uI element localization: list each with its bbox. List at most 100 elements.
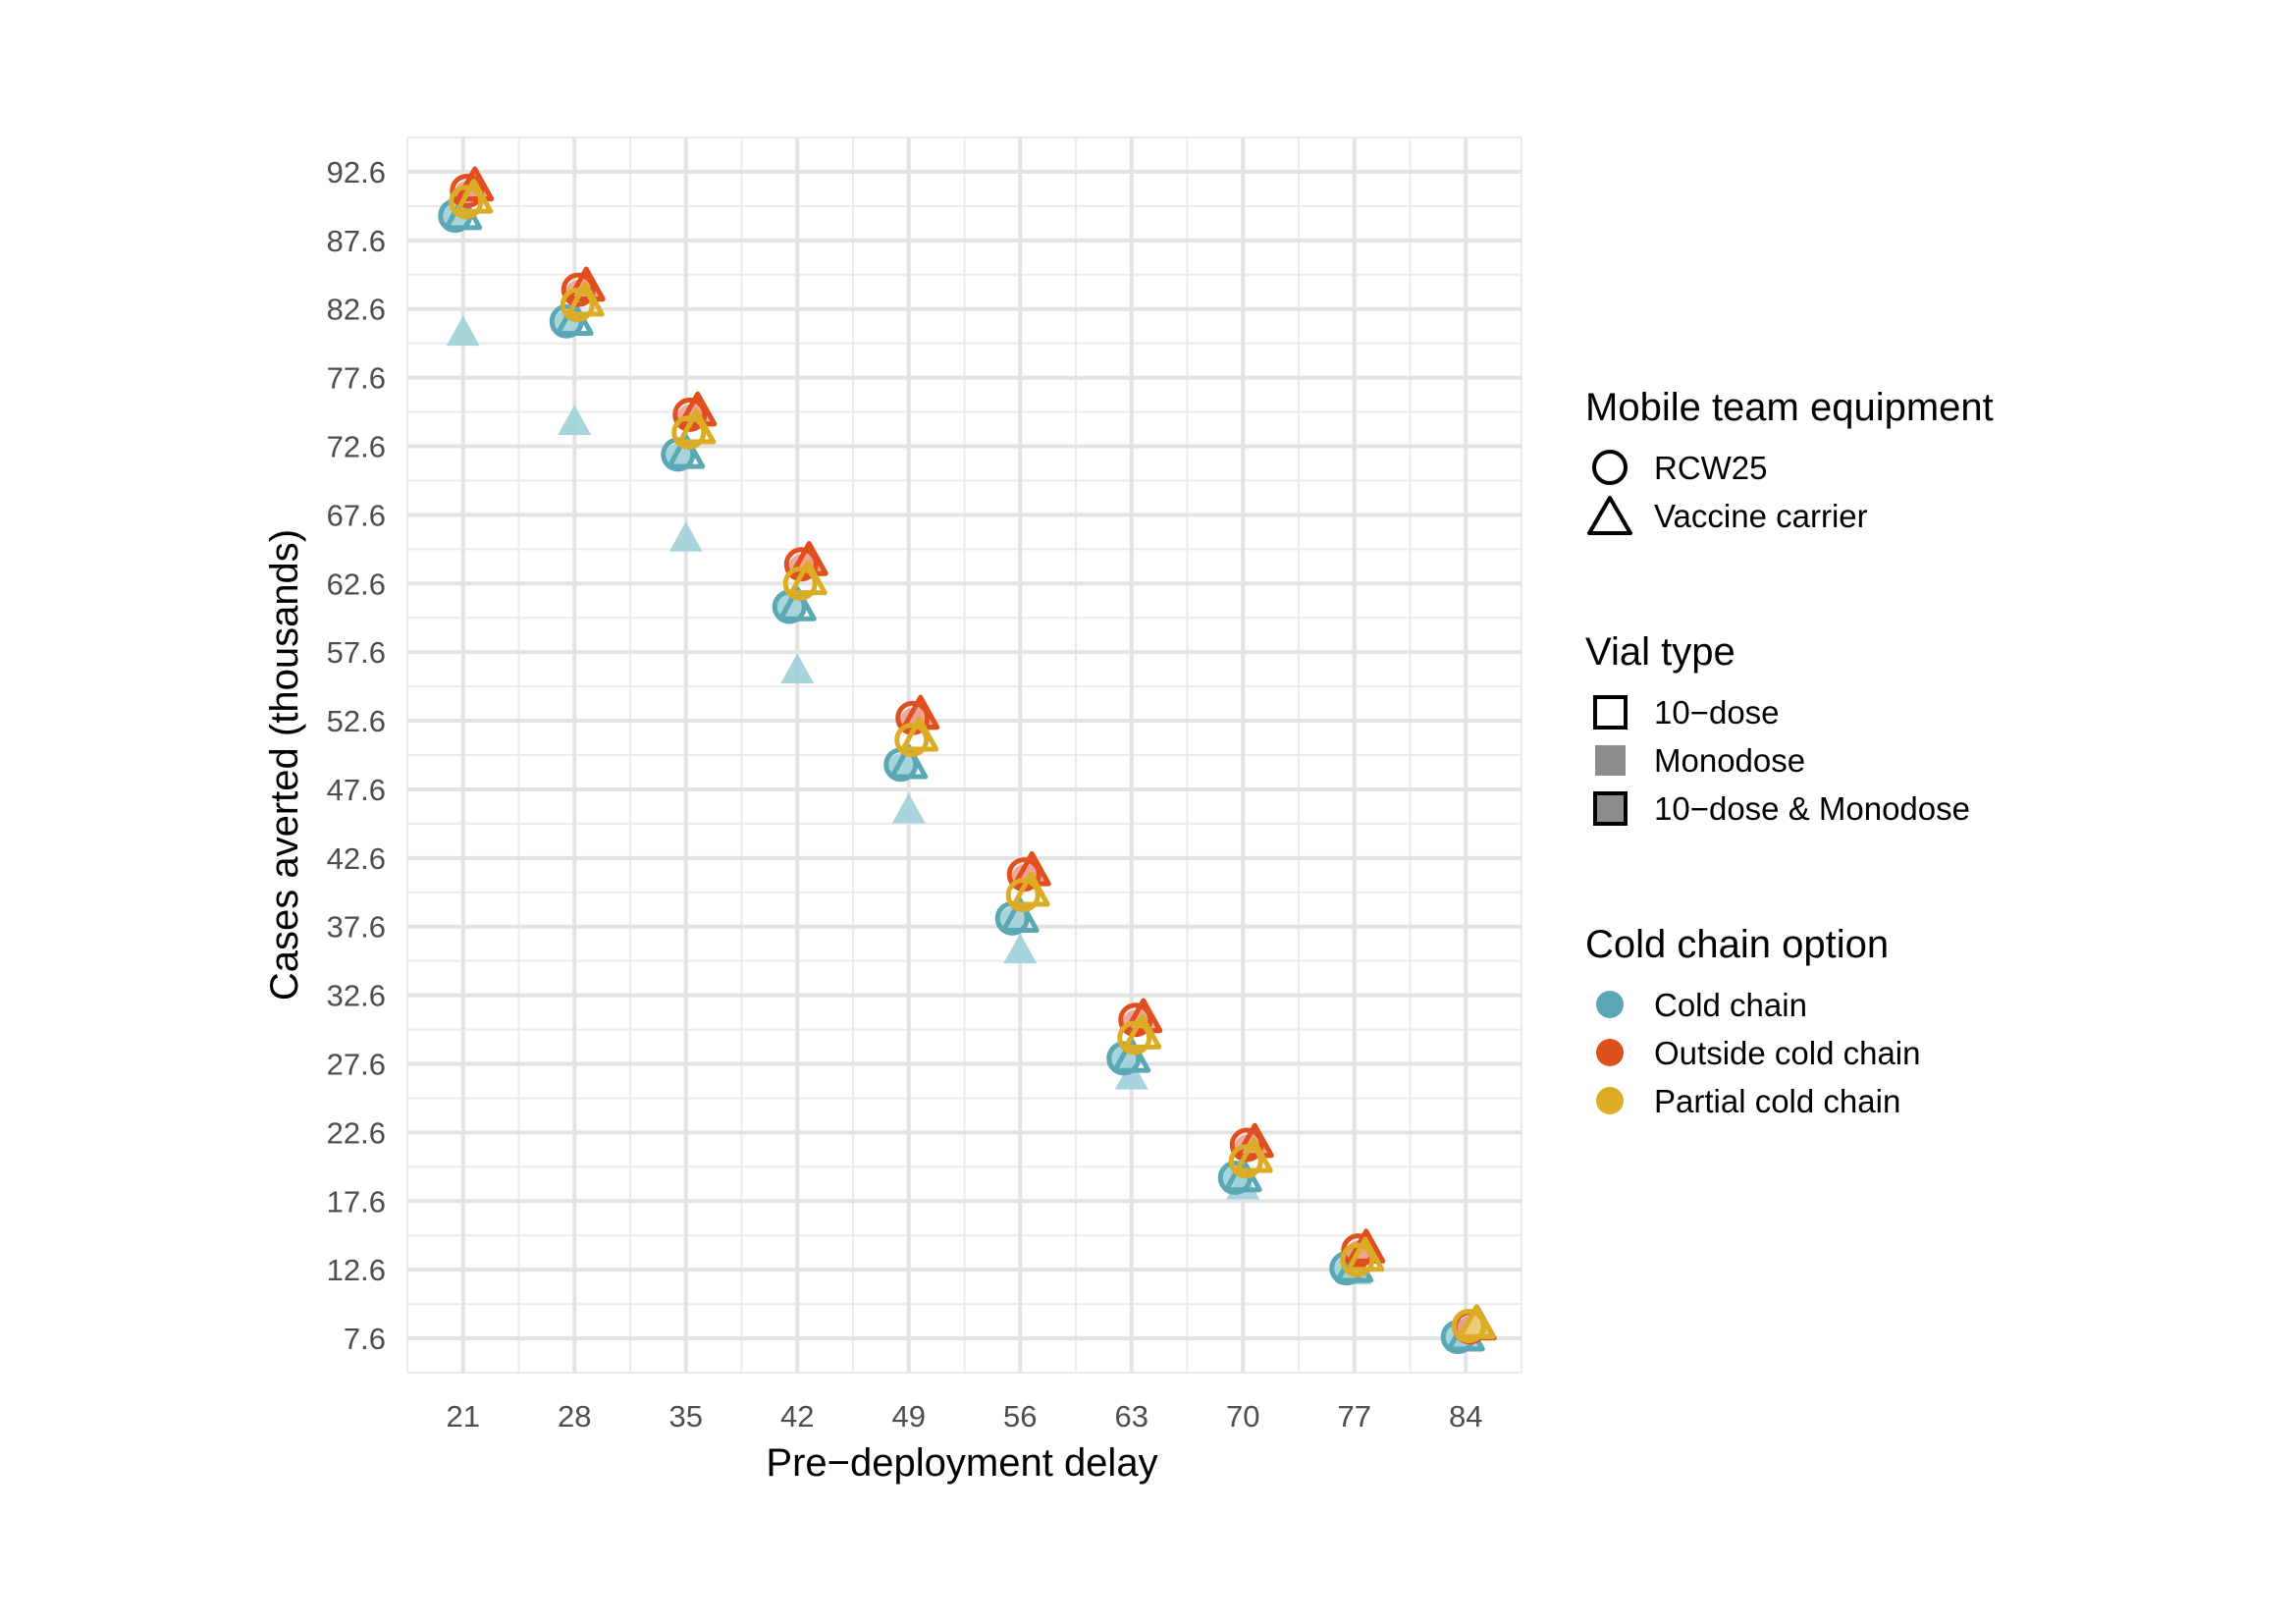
filled-square-icon — [1585, 736, 1644, 785]
y-axis-ticks: 7.6 12.6 17.6 22.6 27.6 32.6 37.6 42.6 47.6 52.6 5… — [327, 155, 386, 1356]
x-axis-ticks: 21 28 35 42 49 56 63 70 77 84 — [447, 1399, 1483, 1434]
triangle-icon — [1585, 492, 1644, 540]
point-partial-cold-chain-vaccine-carrier-10-dose — [1123, 1014, 1162, 1050]
point-outside-cold-chain-vaccine-carrier-10-dose — [455, 166, 495, 202]
point-partial-cold-chain-vaccine-carrier-10-dose — [900, 716, 939, 752]
legend-item-vaccine-carrier: Vaccine carrier — [1585, 492, 1994, 540]
legend-label: 10−dose & Monodose — [1654, 789, 1970, 827]
legend-vial: Vial type 10−dose Monodose 10−dose & Mon… — [1585, 630, 1970, 833]
point-cold-chain-vaccine-carrier-monodose — [891, 792, 926, 824]
y-tick-label: 52.6 — [327, 704, 386, 738]
point-partial-cold-chain-vaccine-carrier-10-dose — [1346, 1236, 1385, 1272]
point-cold-chain-vaccine-carrier-monodose — [1003, 933, 1038, 964]
x-tick-label: 63 — [1115, 1399, 1148, 1434]
legend-equipment-title: Mobile team equipment — [1585, 386, 1994, 429]
legend-label: Monodose — [1654, 741, 1806, 779]
legend-item-10-dose: 10−dose — [1585, 688, 1970, 736]
x-tick-label: 56 — [1003, 1399, 1037, 1434]
y-tick-label: 87.6 — [327, 224, 386, 258]
point-cold-chain-vaccine-carrier-10-dose — [1000, 897, 1040, 934]
legend-item-rcw25: RCW25 — [1585, 444, 1994, 492]
legend-label: Partial cold chain — [1654, 1082, 1901, 1119]
y-tick-label: 42.6 — [327, 841, 386, 876]
legend-item-both: 10−dose & Monodose — [1585, 785, 1970, 833]
legend-cold-chain-title: Cold chain option — [1585, 923, 1890, 966]
y-tick-label: 37.6 — [327, 910, 386, 945]
point-partial-cold-chain-vaccine-carrier-10-dose — [788, 560, 828, 596]
point-outside-cold-chain-rcw25-10-dose — [672, 397, 708, 432]
y-tick-label: 22.6 — [327, 1115, 386, 1150]
x-tick-label: 49 — [892, 1399, 926, 1434]
x-tick-label: 28 — [558, 1399, 591, 1434]
legend-item-monodose: Monodose — [1585, 736, 1970, 785]
point-partial-cold-chain-rcw25-10-dose — [1228, 1144, 1263, 1179]
x-axis-title: Pre−deployment delay — [766, 1441, 1157, 1485]
color-dot-icon — [1585, 981, 1644, 1029]
x-tick-label: 42 — [780, 1399, 814, 1434]
point-partial-cold-chain-vaccine-carrier-10-dose — [454, 179, 494, 214]
point-outside-cold-chain-vaccine-carrier-10-dose — [1235, 1122, 1274, 1159]
point-cold-chain-vaccine-carrier-monodose — [558, 405, 592, 435]
x-tick-label: 70 — [1226, 1399, 1259, 1434]
point-cold-chain-vaccine-carrier-10-dose — [889, 743, 929, 780]
legend-label: Vaccine carrier — [1654, 497, 1868, 534]
legend-cold-chain: Cold chain option Cold chain Outside col… — [1585, 923, 1921, 1125]
point-partial-cold-chain-rcw25-10-dose — [1340, 1242, 1375, 1277]
point-partial-cold-chain-rcw25-10-dose — [671, 415, 707, 451]
legend-equipment: Mobile team equipment RCW25 Vaccine carr… — [1585, 386, 1994, 540]
y-tick-label: 57.6 — [327, 635, 386, 670]
point-partial-cold-chain-vaccine-carrier-10-dose — [677, 408, 717, 445]
legend-vial-title: Vial type — [1585, 630, 1735, 674]
color-dot-icon — [1585, 1077, 1644, 1125]
point-outside-cold-chain-rcw25-10-dose — [1118, 1002, 1153, 1038]
y-tick-label: 32.6 — [327, 979, 386, 1013]
legend-item-cold-chain: Cold chain — [1585, 981, 1921, 1029]
outline-square-icon — [1585, 688, 1644, 736]
legend-label: RCW25 — [1654, 449, 1768, 486]
y-tick-label: 27.6 — [327, 1048, 386, 1082]
point-outside-cold-chain-rcw25-10-dose — [561, 272, 596, 307]
point-outside-cold-chain-vaccine-carrier-10-dose — [1124, 998, 1163, 1034]
y-tick-label: 67.6 — [327, 498, 386, 532]
y-tick-label: 47.6 — [327, 773, 386, 807]
point-cold-chain-vaccine-carrier-10-dose — [667, 433, 706, 469]
point-partial-cold-chain-vaccine-carrier-10-dose — [1011, 871, 1050, 907]
point-partial-cold-chain-vaccine-carrier-10-dose — [1457, 1304, 1496, 1339]
point-partial-cold-chain-rcw25-10-dose — [894, 723, 930, 758]
legend-label: Cold chain — [1654, 986, 1807, 1023]
legend-item-outside-cold-chain: Outside cold chain — [1585, 1029, 1921, 1077]
point-partial-cold-chain-rcw25-10-dose — [782, 566, 818, 601]
color-dot-icon — [1585, 1029, 1644, 1077]
y-tick-label: 82.6 — [327, 293, 386, 327]
point-partial-cold-chain-rcw25-10-dose — [1117, 1020, 1152, 1056]
y-tick-label: 72.6 — [327, 430, 386, 464]
y-tick-label: 17.6 — [327, 1184, 386, 1218]
y-tick-label: 92.6 — [327, 155, 386, 189]
point-outside-cold-chain-rcw25-10-dose — [1229, 1127, 1264, 1163]
data-points — [438, 166, 1497, 1355]
legend-label: 10−dose — [1654, 693, 1780, 731]
x-tick-label: 77 — [1338, 1399, 1371, 1434]
point-cold-chain-vaccine-carrier-10-dose — [1112, 1038, 1151, 1073]
point-outside-cold-chain-vaccine-carrier-10-dose — [566, 266, 606, 302]
point-cold-chain-vaccine-carrier-10-dose — [777, 586, 817, 622]
point-partial-cold-chain-rcw25-10-dose — [449, 185, 484, 220]
y-tick-label: 62.6 — [327, 567, 386, 601]
x-tick-label: 35 — [669, 1399, 703, 1434]
point-partial-cold-chain-vaccine-carrier-10-dose — [1234, 1138, 1273, 1173]
y-tick-label: 12.6 — [327, 1253, 386, 1287]
point-cold-chain-vaccine-carrier-monodose — [668, 521, 703, 552]
x-tick-label: 84 — [1449, 1399, 1482, 1434]
point-cold-chain-rcw25-10-dose — [1106, 1041, 1142, 1076]
point-partial-cold-chain-rcw25-10-dose — [560, 288, 595, 323]
point-partial-cold-chain-rcw25-10-dose — [1005, 878, 1041, 913]
point-partial-cold-chain-rcw25-10-dose — [1451, 1308, 1486, 1343]
y-axis-title: Cases averted (thousands) — [263, 529, 306, 1001]
point-partial-cold-chain-vaccine-carrier-10-dose — [565, 281, 605, 317]
filled-outline-square-icon — [1585, 785, 1644, 833]
circle-icon — [1585, 444, 1644, 492]
point-cold-chain-vaccine-carrier-monodose — [780, 653, 815, 683]
legend-item-partial-cold-chain: Partial cold chain — [1585, 1077, 1921, 1125]
point-cold-chain-vaccine-carrier-monodose — [446, 315, 480, 347]
